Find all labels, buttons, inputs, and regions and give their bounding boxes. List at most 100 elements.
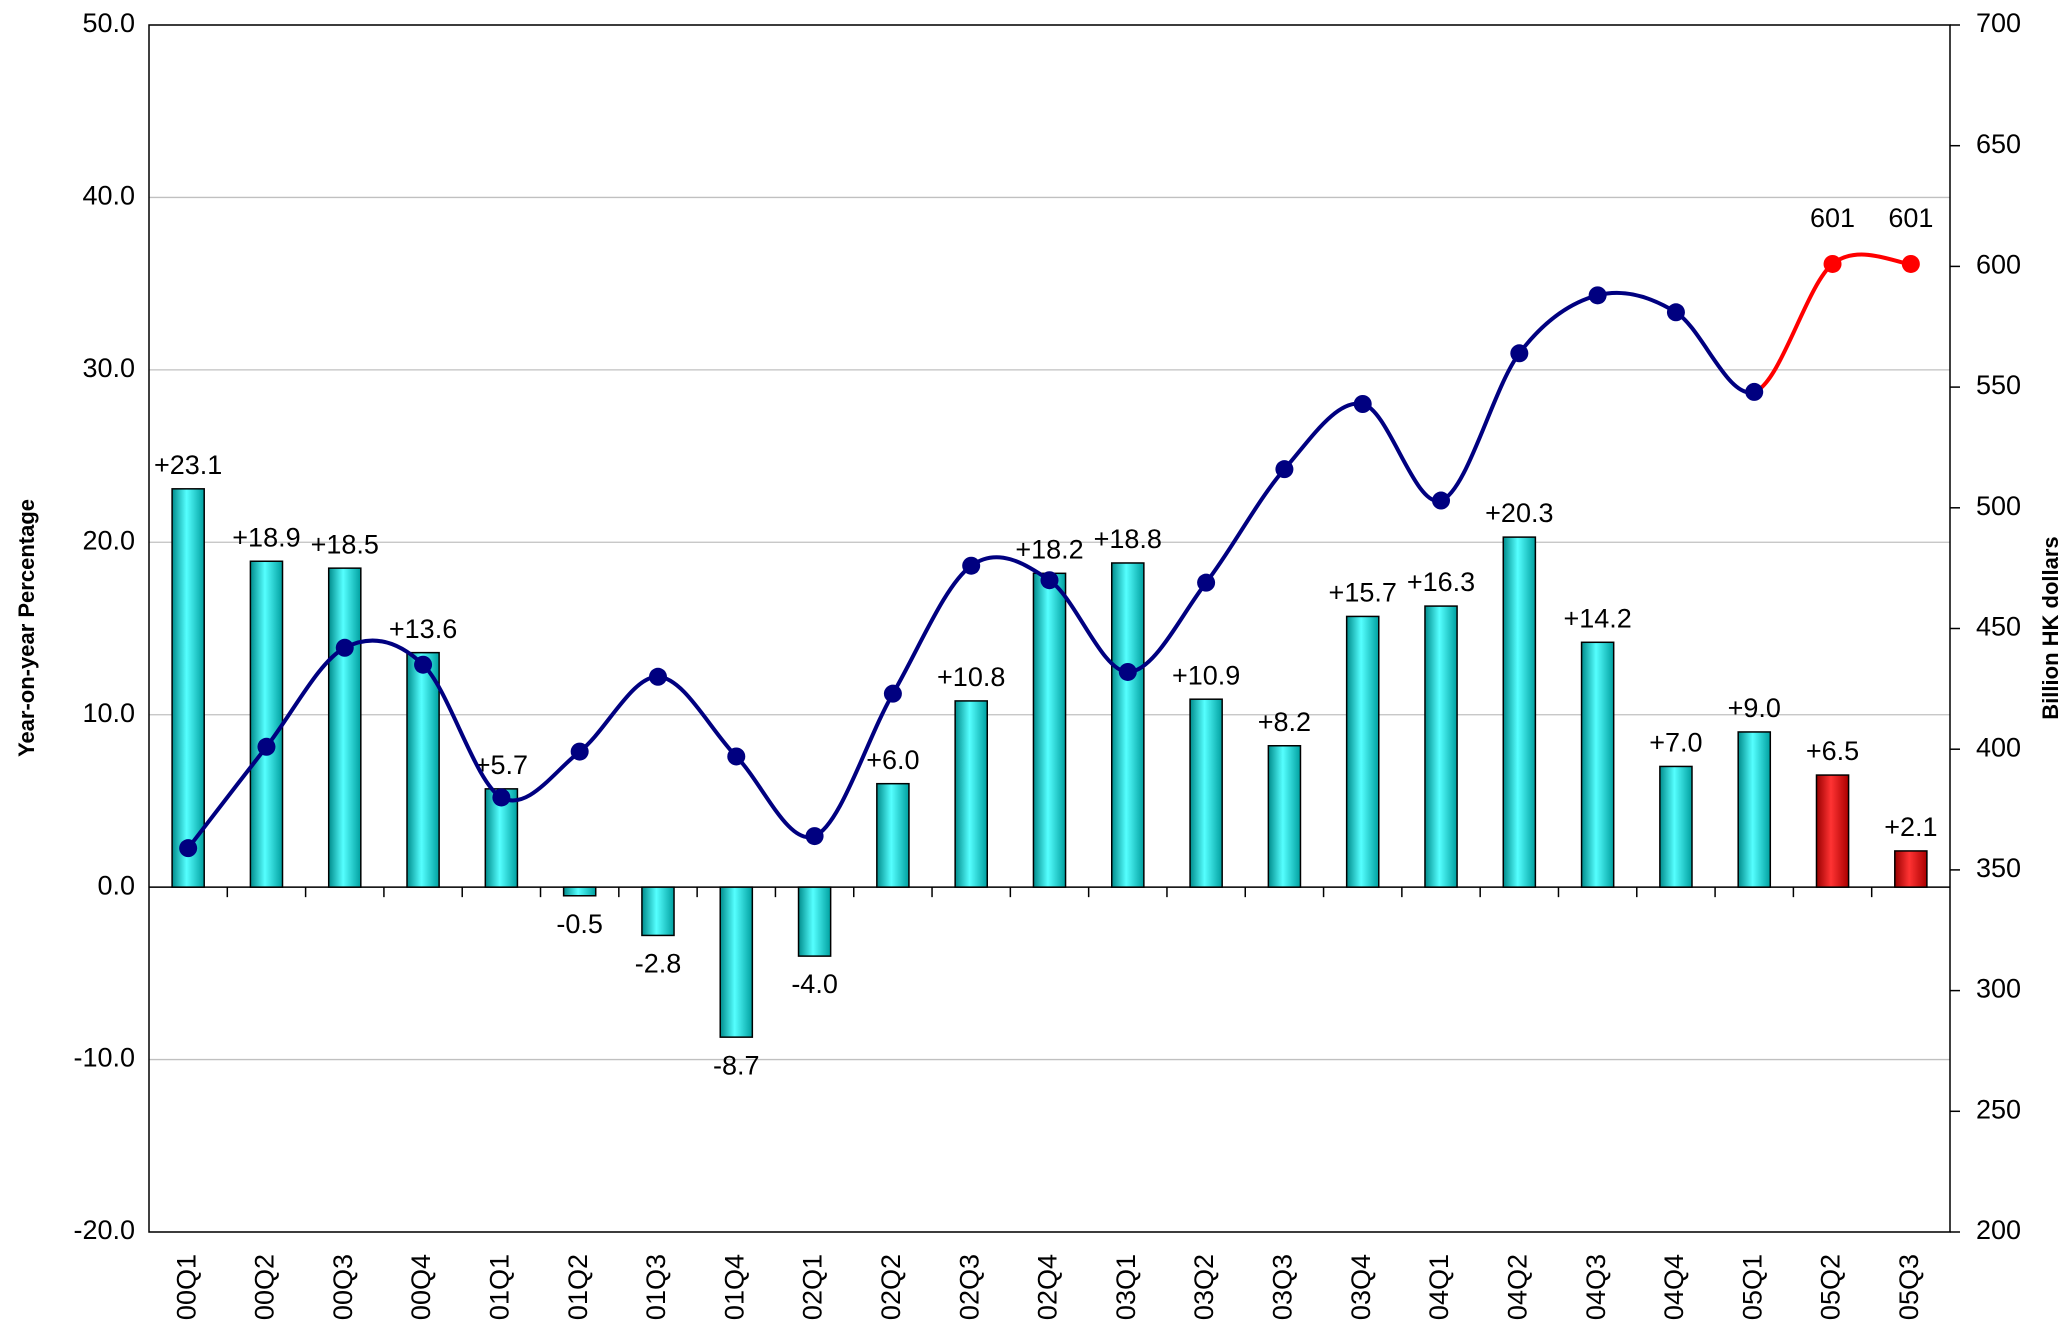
bar [171, 488, 205, 888]
bar [1580, 641, 1615, 888]
bar [797, 886, 832, 957]
data-label: -4.0 [791, 969, 838, 999]
y-tick-label: -20.0 [73, 1215, 135, 1245]
x-tick-label: 01Q4 [719, 1254, 749, 1320]
y-tick-label: 50.0 [82, 8, 135, 38]
x-tick-label: 00Q3 [328, 1254, 358, 1320]
data-label: +18.2 [1015, 534, 1083, 564]
data-label: +18.9 [232, 522, 300, 552]
line-point [648, 667, 667, 686]
y2-axis-title: Billion HK dollars [2038, 536, 2063, 719]
line-point [1275, 460, 1294, 479]
bar [1345, 615, 1380, 888]
x-tick-label: 04Q2 [1502, 1254, 1532, 1320]
line-point [570, 742, 589, 761]
line-point [962, 556, 981, 575]
line-point [1901, 254, 1920, 273]
bar [1502, 536, 1537, 888]
y2-tick-label: 500 [1976, 491, 2021, 521]
y-axis-title: Year-on-year Percentage [14, 499, 39, 757]
bar [1111, 562, 1145, 888]
bar [1659, 765, 1693, 888]
x-tick-label: 04Q1 [1424, 1254, 1454, 1320]
line-point [414, 655, 433, 674]
x-tick-label: 00Q4 [406, 1254, 436, 1320]
bar [1032, 572, 1067, 888]
data-label: +2.1 [1884, 812, 1937, 842]
y2-tick-label: 350 [1976, 853, 2021, 883]
data-label: -0.5 [556, 909, 603, 939]
data-label: 601 [1810, 203, 1855, 233]
x-tick-label: 05Q3 [1894, 1254, 1924, 1320]
x-tick-label: 03Q4 [1346, 1254, 1376, 1320]
data-label: +6.5 [1806, 736, 1859, 766]
x-tick-label: 01Q3 [641, 1254, 671, 1320]
x-tick-label: 00Q1 [171, 1254, 201, 1320]
x-tick-label: 02Q4 [1033, 1254, 1063, 1320]
x-tick-label: 02Q3 [954, 1254, 984, 1320]
y-tick-label: -10.0 [73, 1043, 135, 1073]
x-tick-label: 02Q2 [876, 1254, 906, 1320]
bar [1267, 745, 1302, 888]
line-point [883, 684, 902, 703]
bar [1189, 698, 1223, 888]
data-label: +18.8 [1094, 524, 1162, 554]
x-tick-label: 03Q3 [1268, 1254, 1298, 1320]
data-label: +9.0 [1728, 693, 1781, 723]
line-point [335, 638, 354, 657]
data-label: 601 [1888, 203, 1933, 233]
line-point [1197, 573, 1216, 592]
data-label: +10.8 [937, 662, 1005, 692]
y2-tick-label: 200 [1976, 1215, 2021, 1245]
y2-tick-label: 250 [1976, 1094, 2021, 1124]
bar [327, 567, 362, 888]
line-point [1510, 344, 1529, 363]
x-tick-label: 03Q1 [1111, 1254, 1141, 1320]
y-tick-label: 10.0 [82, 698, 135, 728]
bar [562, 886, 597, 897]
x-tick-label: 04Q3 [1581, 1254, 1611, 1320]
data-label: +16.3 [1407, 567, 1475, 597]
data-label: +15.7 [1329, 578, 1397, 608]
bar [1894, 850, 1928, 888]
x-tick-label: 05Q1 [1737, 1254, 1767, 1320]
x-tick-label: 03Q2 [1189, 1254, 1219, 1320]
x-tick-label: 01Q2 [563, 1254, 593, 1320]
bar [1737, 731, 1772, 888]
line [1753, 252, 1912, 394]
line-point [805, 827, 824, 846]
line-point [1040, 571, 1059, 590]
line-point [179, 839, 198, 858]
y-tick-label: 20.0 [82, 525, 135, 555]
x-tick-label: 05Q2 [1816, 1254, 1846, 1320]
bar [1815, 774, 1850, 888]
y2-tick-label: 400 [1976, 732, 2021, 762]
line-point [727, 747, 746, 766]
data-label: +10.9 [1172, 660, 1240, 690]
bar [876, 782, 910, 888]
line-point [492, 788, 511, 807]
bar [954, 700, 988, 888]
bar [1424, 605, 1458, 888]
data-label: +18.5 [311, 529, 379, 559]
bar [641, 886, 675, 937]
x-tick-label: 00Q2 [250, 1254, 280, 1320]
data-label: +20.3 [1485, 498, 1553, 528]
data-label: +7.0 [1649, 728, 1702, 758]
line-point [1588, 286, 1607, 305]
bar [249, 560, 284, 888]
data-label: +6.0 [866, 745, 919, 775]
bar [406, 651, 440, 888]
line-point [1823, 254, 1842, 273]
y2-tick-label: 300 [1976, 974, 2021, 1004]
x-tick-label: 04Q4 [1659, 1254, 1689, 1320]
y2-tick-label: 650 [1976, 129, 2021, 159]
data-label: +13.6 [389, 614, 457, 644]
line-point [1432, 491, 1451, 510]
x-tick-label: 02Q1 [798, 1254, 828, 1320]
y2-tick-label: 450 [1976, 612, 2021, 642]
line-point [1353, 394, 1372, 413]
y-tick-label: 0.0 [97, 870, 135, 900]
line-point [1118, 662, 1137, 681]
line-point [1745, 382, 1764, 401]
